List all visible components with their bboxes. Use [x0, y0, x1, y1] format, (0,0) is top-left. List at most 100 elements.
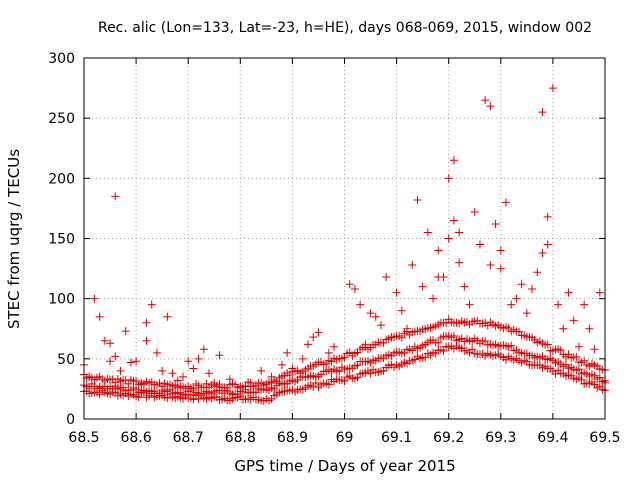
data-marker — [330, 342, 339, 351]
data-marker — [257, 366, 266, 375]
data-marker — [486, 260, 495, 269]
band-marker — [543, 340, 552, 349]
chart-title: Rec. alic (Lon=133, Lat=-23, h=HE), days… — [98, 20, 592, 36]
data-marker — [163, 312, 172, 321]
data-marker — [283, 348, 292, 357]
data-marker — [595, 288, 604, 297]
data-marker — [366, 309, 375, 318]
data-marker — [142, 318, 151, 327]
y-tick-label: 300 — [48, 51, 75, 67]
band-marker — [574, 365, 583, 374]
data-marker — [106, 357, 115, 366]
band-marker — [434, 338, 443, 347]
data-marker — [95, 382, 104, 391]
data-marker — [538, 248, 547, 257]
x-tick-label: 69.3 — [485, 430, 516, 446]
x-tick-label: 68.8 — [225, 430, 256, 446]
data-marker — [507, 300, 516, 309]
x-axis-ticks: 68.5 68.6 68.7 68.8 68.9 69 69.1 69.2 69.3 69.4 69… — [68, 58, 621, 446]
x-tick-label: 69.1 — [381, 430, 412, 446]
y-tick-label: 50 — [57, 352, 75, 368]
data-marker — [554, 300, 563, 309]
data-marker — [361, 340, 370, 349]
data-marker — [564, 288, 573, 297]
data-marker — [397, 306, 406, 315]
band-marker — [85, 384, 94, 393]
x-tick-label: 69.5 — [589, 430, 620, 446]
data-marker — [470, 208, 479, 217]
data-marker — [371, 312, 380, 321]
band-marker — [439, 346, 448, 355]
data-marker — [543, 212, 552, 221]
data-marker — [403, 324, 412, 333]
band-marker — [397, 333, 406, 342]
data-marker — [85, 372, 94, 381]
data-marker — [236, 382, 245, 391]
data-marker — [392, 288, 401, 297]
x-axis-title: GPS time / Days of year 2015 — [234, 457, 455, 475]
data-marker — [387, 333, 396, 342]
data-marker — [147, 300, 156, 309]
y-tick-label: 200 — [48, 171, 75, 187]
x-tick-label: 69 — [336, 430, 354, 446]
data-marker — [465, 300, 474, 309]
y-tick-label: 150 — [48, 232, 75, 248]
data-marker — [309, 333, 318, 342]
data-marker — [111, 352, 120, 361]
data-marker — [126, 358, 135, 367]
data-marker — [580, 300, 589, 309]
data-marker — [559, 324, 568, 333]
data-marker — [158, 366, 167, 375]
data-marker — [345, 280, 354, 289]
data-marker — [137, 378, 146, 387]
band-marker — [507, 341, 516, 350]
data-marker — [502, 198, 511, 207]
data-marker — [314, 328, 323, 337]
data-marker — [178, 372, 187, 381]
data-marker — [455, 258, 464, 267]
band-marker — [580, 356, 589, 365]
data-marker — [423, 228, 432, 237]
data-marker — [486, 102, 495, 111]
data-marker — [590, 345, 599, 354]
y-tick-label: 0 — [66, 412, 75, 428]
data-marker — [543, 240, 552, 249]
data-marker — [569, 316, 578, 325]
band-marker — [324, 380, 333, 389]
data-marker — [444, 234, 453, 243]
data-marker — [475, 240, 484, 249]
data-marker — [277, 360, 286, 369]
data-marker — [324, 348, 333, 357]
data-marker — [132, 357, 141, 366]
data-marker — [574, 342, 583, 351]
data-marker — [142, 336, 151, 345]
data-marker — [90, 294, 99, 303]
data-marker — [418, 282, 427, 291]
data-marker — [121, 327, 130, 336]
data-marker — [382, 273, 391, 282]
data-marker — [528, 285, 537, 294]
band-marker — [468, 345, 477, 354]
data-marker — [522, 309, 531, 318]
data-marker — [491, 220, 500, 229]
data-marker — [496, 264, 505, 273]
data-marker — [585, 324, 594, 333]
data-marker — [173, 376, 182, 385]
band-marker — [556, 346, 565, 355]
band-marker — [449, 331, 458, 340]
data-marker — [168, 369, 177, 378]
data-marker — [304, 340, 313, 349]
band-marker — [335, 367, 344, 376]
data-marker — [460, 282, 469, 291]
data-marker — [413, 195, 422, 204]
data-marker — [189, 364, 198, 373]
data-marker — [298, 354, 307, 363]
data-marker — [184, 357, 193, 366]
data-marker — [152, 348, 161, 357]
band-marker — [572, 352, 581, 361]
data-marker — [449, 216, 458, 225]
data-marker — [408, 260, 417, 269]
x-tick-label: 68.5 — [68, 430, 99, 446]
data-marker — [350, 285, 359, 294]
